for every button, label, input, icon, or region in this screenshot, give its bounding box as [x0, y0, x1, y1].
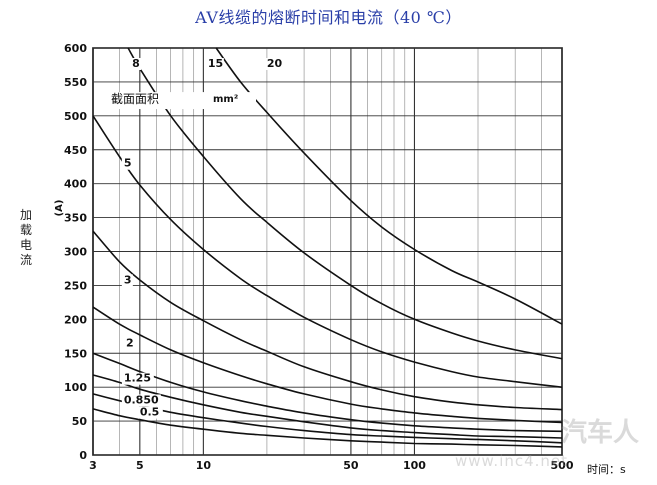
cross-section-legend-box: 截面面积 mm²: [101, 92, 256, 110]
curve-label: 0.850: [124, 393, 159, 406]
y-tick-label: 600: [64, 42, 87, 55]
x-tick-label: 500: [551, 459, 574, 472]
curve-label: 5: [124, 157, 132, 170]
curve-label-bg: [205, 57, 224, 70]
y-tick-label: 0: [79, 449, 87, 462]
legend-box-bg: [101, 92, 256, 110]
curve-label-bg: [124, 337, 136, 350]
y-tick-label: 500: [64, 110, 87, 123]
chart-title: AV线缆的熔断时间和电流（40 ℃）: [195, 8, 462, 27]
grid-lines: [92, 47, 563, 456]
curve-label: 8: [132, 57, 140, 70]
x-axis-label: 时间：s: [587, 463, 626, 476]
curve-label: 15: [208, 57, 223, 70]
curve-label: 20: [267, 57, 283, 70]
curve-15: [127, 47, 563, 360]
y-tick-labels: 0 50 100 150 200 250 300 350 400 450 500 550 600: [64, 42, 87, 462]
x-tick-label: 10: [196, 459, 212, 472]
curve-label-bg: [121, 274, 133, 287]
curve-label-bg: [137, 406, 163, 419]
curve-label-bg: [264, 57, 283, 70]
curve-5: [92, 230, 563, 411]
curve-label: 0.5: [140, 406, 160, 419]
y-tick-label: 450: [64, 144, 87, 157]
y-tick-label: 100: [64, 381, 87, 394]
y-tick-label: 50: [72, 415, 88, 428]
curve-8: [92, 115, 563, 388]
curve-label-bg: [121, 394, 161, 407]
curve-0-5: [92, 408, 563, 448]
curve-label-bg: [121, 372, 154, 385]
x-tick-label: 3: [89, 459, 97, 472]
y-tick-label: 250: [64, 279, 87, 292]
curve-label: 2: [126, 336, 134, 349]
legend-box-unit: mm²: [213, 94, 238, 105]
x-tick-label: 5: [136, 459, 144, 472]
curve-label-bg: [121, 157, 133, 170]
y-axis-label: 加载电流: [20, 208, 33, 267]
y-tick-label: 400: [64, 178, 87, 191]
y-tick-label: 150: [64, 347, 87, 360]
x-tick-label: 100: [403, 459, 426, 472]
x-tick-labels: 3 5 10 50 100 500: [89, 459, 574, 472]
y-tick-label: 550: [64, 76, 87, 89]
y-tick-label: 350: [64, 212, 87, 225]
curve-1-25: [92, 374, 563, 439]
legend-box-label: 截面面积: [111, 92, 159, 106]
y-axis-unit: (A): [54, 200, 65, 217]
curve-20: [215, 47, 563, 325]
watermark-logo: 汽车人: [560, 418, 639, 448]
x-tick-label: 50: [343, 459, 359, 472]
curve-label: 1.25: [124, 372, 151, 385]
curve-labels: 0.50.850 1.25 2 3 5 8 15 20: [121, 57, 283, 419]
watermark-url: www.inc4.net: [455, 452, 569, 470]
y-tick-label: 200: [64, 313, 87, 326]
y-tick-label: 300: [64, 246, 87, 259]
curve-label-bg: [130, 57, 142, 70]
curve-label: 3: [124, 273, 132, 286]
curve-3: [92, 306, 563, 424]
